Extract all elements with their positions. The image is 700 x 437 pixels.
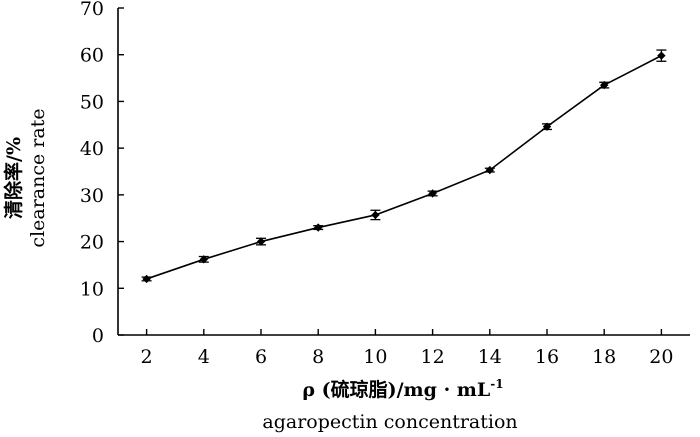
x-axis-title-superscript: -1	[490, 377, 503, 391]
x-axis-title-main: ρ (硫琼脂)/mg · mL	[302, 378, 490, 401]
y-tick-label: 20	[80, 232, 104, 254]
x-ticks: 2 4 6 8 10 12 14 16 18 20	[141, 329, 673, 368]
y-tick-label: 40	[80, 138, 104, 160]
x-tick-label: 6	[255, 346, 267, 368]
x-axis-title-line2: agaropectin concentration	[262, 411, 517, 433]
data-point	[485, 165, 494, 175]
x-tick-label: 18	[592, 346, 616, 368]
y-tick-label: 10	[80, 278, 104, 300]
x-tick-label: 12	[421, 346, 445, 368]
x-tick-label: 14	[478, 346, 502, 368]
data-point	[199, 255, 208, 264]
x-tick-label: 16	[535, 346, 559, 368]
y-tick-label: 30	[80, 185, 104, 207]
x-tick-label: 8	[312, 346, 324, 368]
series-group	[141, 49, 667, 284]
y-axis-title-english: clearance rate	[27, 108, 49, 247]
data-point	[657, 51, 666, 60]
data-point	[142, 274, 151, 284]
x-tick-label: 20	[649, 346, 673, 368]
axes	[117, 8, 690, 336]
series-line	[146, 54, 662, 280]
y-tick-label: 70	[80, 0, 104, 20]
y-tick-label: 50	[80, 91, 104, 113]
x-tick-label: 4	[198, 346, 210, 368]
x-tick-label: 2	[141, 346, 153, 368]
data-point	[542, 122, 552, 131]
y-tick-label: 60	[80, 45, 104, 67]
data-point	[371, 210, 380, 220]
y-tick-label: 0	[92, 325, 104, 347]
y-ticks: 0 10 20 30 40 50 60 70	[80, 0, 124, 347]
data-point	[256, 237, 266, 246]
data-point	[314, 223, 323, 232]
x-tick-label: 10	[363, 346, 387, 368]
data-point	[428, 189, 437, 198]
y-axis-title-chinese: 清除率/%	[2, 137, 25, 219]
data-point	[600, 80, 609, 90]
x-axis-title-line1: ρ (硫琼脂)/mg · mL-1	[302, 377, 503, 401]
